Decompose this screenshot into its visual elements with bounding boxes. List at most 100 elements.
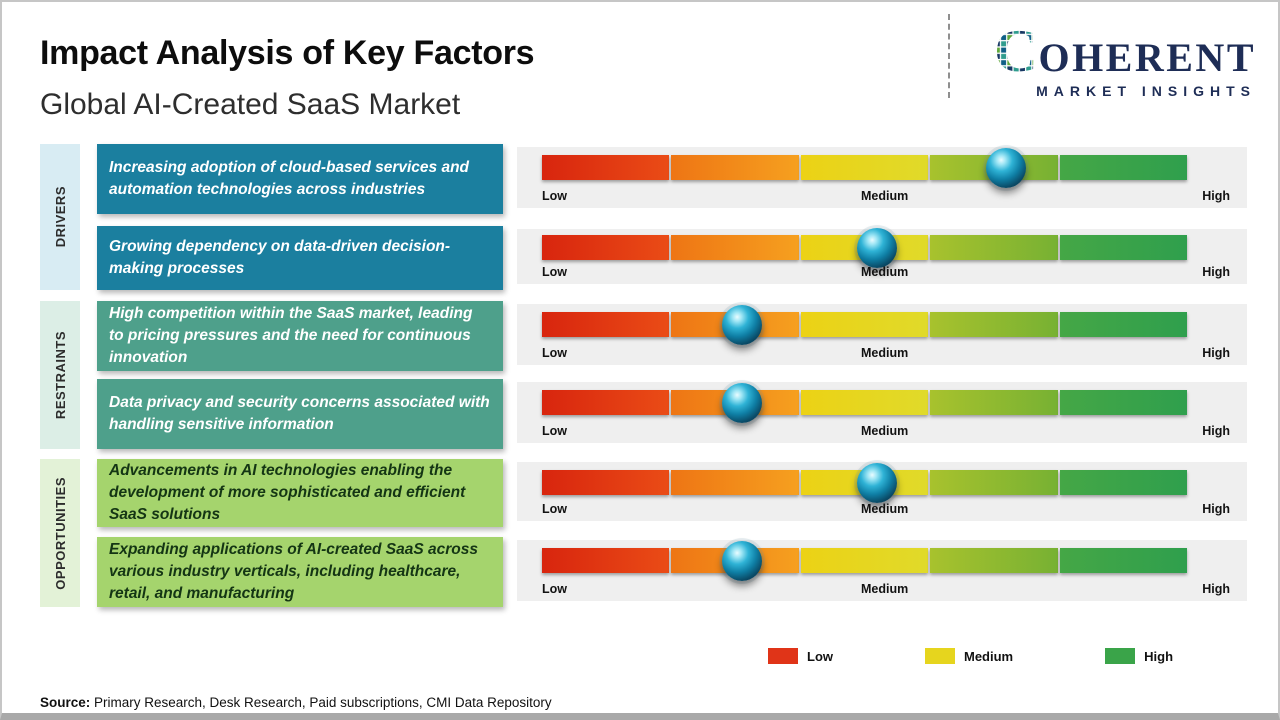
scale-label-high: High bbox=[1202, 189, 1230, 203]
source-line: Source: Primary Research, Desk Research,… bbox=[40, 695, 552, 710]
segment-low-medium bbox=[671, 470, 799, 495]
segment-high bbox=[1059, 235, 1188, 260]
category-drivers: DRIVERS bbox=[40, 144, 80, 290]
scale-label-high: High bbox=[1202, 582, 1230, 596]
scale-label-high: High bbox=[1202, 424, 1230, 438]
legend-label-high: High bbox=[1144, 648, 1174, 664]
segment-high bbox=[1059, 548, 1188, 573]
impact-marker bbox=[721, 382, 762, 423]
legend-swatch-high bbox=[1105, 648, 1136, 664]
legend-swatch-medium bbox=[925, 648, 955, 664]
impact-gradient-bar bbox=[542, 462, 1188, 503]
legend-label-medium: Medium bbox=[964, 648, 1014, 664]
page-title: Impact Analysis of Key Factors bbox=[40, 34, 535, 72]
scale-labels: Low Medium High bbox=[542, 424, 1230, 438]
scale-label-low: Low bbox=[542, 582, 567, 596]
legend-swatch-low bbox=[768, 648, 798, 664]
segment-low bbox=[542, 312, 670, 337]
svg-text:C: C bbox=[995, 28, 1037, 72]
segment-medium bbox=[800, 312, 929, 337]
scale-labels: Low Medium High bbox=[542, 582, 1230, 596]
impact-gradient-bar bbox=[542, 227, 1188, 268]
factor-description: Advancements in AI technologies enabling… bbox=[97, 459, 503, 527]
scale-label-high: High bbox=[1202, 502, 1230, 516]
scale-label-medium: Medium bbox=[860, 346, 909, 360]
logo-divider bbox=[948, 14, 950, 98]
brand-wordmark: C OHERENT bbox=[994, 28, 1256, 78]
scale-label-high: High bbox=[1202, 265, 1230, 279]
segment-low-medium bbox=[671, 235, 799, 260]
category-restraints-label: RESTRAINTS bbox=[52, 330, 68, 420]
segment-low bbox=[542, 235, 670, 260]
brand-tagline: MARKET INSIGHTS bbox=[1036, 83, 1256, 99]
legend-item-low: Low bbox=[768, 648, 833, 664]
impact-scale-panel: Low Medium High bbox=[517, 540, 1247, 601]
impact-gradient-bar bbox=[542, 540, 1188, 581]
segment-medium-high bbox=[930, 390, 1058, 415]
impact-scale-panel: Low Medium High bbox=[517, 462, 1247, 521]
brand-logo: C OHERENT MARKET INSIGHTS bbox=[994, 28, 1256, 99]
impact-marker bbox=[857, 462, 898, 503]
impact-gradient-bar bbox=[542, 304, 1188, 345]
scale-label-medium: Medium bbox=[860, 189, 909, 203]
source-text: Primary Research, Desk Research, Paid su… bbox=[90, 695, 552, 710]
impact-gradient-bar bbox=[542, 382, 1188, 423]
scale-label-medium: Medium bbox=[860, 265, 909, 279]
segment-high bbox=[1059, 312, 1188, 337]
segment-medium-high bbox=[930, 470, 1058, 495]
segment-medium-high bbox=[930, 235, 1058, 260]
scale-label-low: Low bbox=[542, 265, 567, 279]
factor-description: Increasing adoption of cloud-based servi… bbox=[97, 144, 503, 214]
impact-marker bbox=[986, 147, 1027, 188]
segment-medium bbox=[800, 548, 929, 573]
category-drivers-label: DRIVERS bbox=[52, 186, 68, 248]
factor-description: Growing dependency on data-driven decisi… bbox=[97, 226, 503, 290]
source-label: Source: bbox=[40, 695, 91, 710]
legend-item-high: High bbox=[1105, 648, 1173, 664]
segment-low bbox=[542, 548, 670, 573]
scale-labels: Low Medium High bbox=[542, 502, 1230, 516]
segment-low bbox=[542, 470, 670, 495]
category-opportunities-label: OPPORTUNITIES bbox=[52, 476, 68, 590]
factor-description: High competition within the SaaS market,… bbox=[97, 301, 503, 371]
segment-medium-high bbox=[930, 548, 1058, 573]
impact-scale-panel: Low Medium High bbox=[517, 227, 1247, 284]
impact-gradient-bar bbox=[542, 147, 1188, 188]
legend: Low Medium High bbox=[768, 648, 1173, 664]
impact-marker bbox=[721, 540, 762, 581]
scale-label-low: Low bbox=[542, 189, 567, 203]
scale-labels: Low Medium High bbox=[542, 189, 1230, 203]
impact-marker bbox=[857, 227, 898, 268]
brand-name-text: OHERENT bbox=[1038, 35, 1256, 80]
scale-label-medium: Medium bbox=[860, 424, 909, 438]
scale-label-medium: Medium bbox=[860, 582, 909, 596]
scale-labels: Low Medium High bbox=[542, 346, 1230, 360]
segment-low bbox=[542, 390, 670, 415]
impact-scale-panel: Low Medium High bbox=[517, 382, 1247, 443]
scale-labels: Low Medium High bbox=[542, 265, 1230, 279]
factor-description: Expanding applications of AI-created Saa… bbox=[97, 537, 503, 607]
scale-label-medium: Medium bbox=[860, 502, 909, 516]
impact-marker bbox=[721, 304, 762, 345]
mosaic-c-logo-icon: C bbox=[995, 28, 1037, 72]
segment-high bbox=[1059, 390, 1188, 415]
scale-label-high: High bbox=[1202, 346, 1230, 360]
scale-label-low: Low bbox=[542, 502, 567, 516]
scale-label-low: Low bbox=[542, 346, 567, 360]
legend-label-low: Low bbox=[807, 648, 833, 664]
impact-scale-panel: Low Medium High bbox=[517, 147, 1247, 208]
segment-high bbox=[1059, 470, 1188, 495]
legend-item-medium: Medium bbox=[925, 648, 1013, 664]
segment-low-medium bbox=[671, 155, 799, 180]
factor-description: Data privacy and security concerns assoc… bbox=[97, 379, 503, 449]
segment-low bbox=[542, 155, 670, 180]
segment-medium bbox=[800, 155, 929, 180]
segment-medium bbox=[800, 390, 929, 415]
page-subtitle: Global AI-Created SaaS Market bbox=[40, 88, 461, 121]
scale-label-low: Low bbox=[542, 424, 567, 438]
segment-high bbox=[1059, 155, 1188, 180]
category-restraints: RESTRAINTS bbox=[40, 301, 80, 449]
impact-scale-panel: Low Medium High bbox=[517, 304, 1247, 365]
category-opportunities: OPPORTUNITIES bbox=[40, 459, 80, 607]
